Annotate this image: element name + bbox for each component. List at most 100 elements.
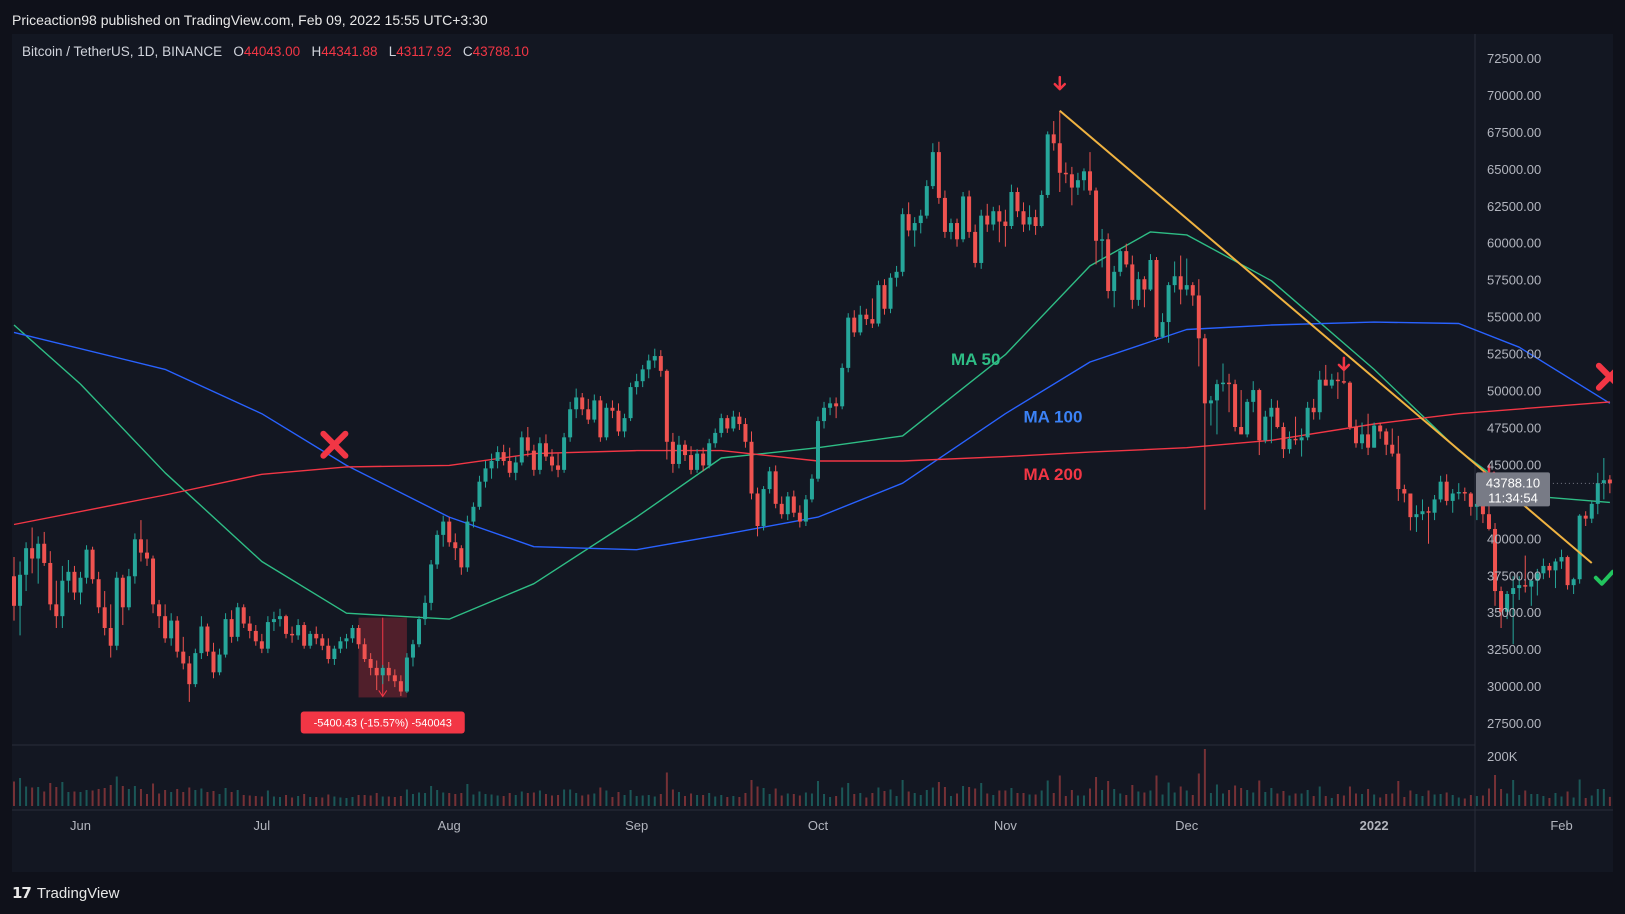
candle-body	[1511, 588, 1516, 594]
y-tick-label: 65000.00	[1487, 162, 1541, 177]
candle	[90, 546, 95, 584]
candle-body	[229, 619, 234, 637]
low-label: L	[388, 44, 397, 59]
candle	[350, 625, 355, 643]
volume-bar	[1336, 794, 1339, 806]
volume-bar	[1348, 786, 1351, 806]
chart-panel[interactable]: -5400.43 (-15.57%) -540043 MA 50 MA 100 MA…	[12, 34, 1613, 872]
candle-body	[676, 444, 681, 464]
y-tick-label: 62500.00	[1487, 199, 1541, 214]
volume-bar	[1155, 775, 1158, 806]
volume-bar	[1306, 790, 1309, 806]
volume-bar	[218, 794, 221, 806]
candle-body	[1414, 514, 1419, 518]
candle-body	[1523, 585, 1528, 587]
candle	[247, 616, 252, 639]
candle	[1148, 254, 1153, 292]
candle	[670, 432, 675, 473]
candle-body	[102, 607, 107, 628]
candle	[1166, 282, 1171, 343]
candle-body	[1317, 379, 1322, 413]
x-mark-icon	[320, 430, 349, 459]
candle-body	[1045, 134, 1050, 195]
candle-body	[1335, 379, 1340, 382]
candle	[12, 557, 16, 621]
candle	[1583, 511, 1588, 527]
candle-body	[900, 214, 905, 272]
volume-bar	[1421, 796, 1424, 806]
candle	[906, 202, 911, 237]
candle-body	[380, 667, 385, 676]
volume-bar	[587, 794, 590, 806]
volume-bar	[176, 789, 179, 806]
volume-bar	[599, 787, 602, 806]
volume-bar	[411, 794, 414, 806]
volume-bar	[73, 791, 76, 806]
candle	[338, 636, 343, 654]
volume-bar	[224, 788, 227, 806]
volume-bar	[466, 784, 469, 806]
candle-body	[1529, 580, 1534, 587]
volume-bar	[1270, 788, 1273, 806]
candle-body	[1257, 390, 1262, 441]
candle-body	[1130, 264, 1135, 300]
candle-body	[513, 462, 518, 473]
candle-body	[290, 633, 295, 636]
volume-bar	[194, 790, 197, 806]
candle-body	[362, 644, 367, 660]
candle	[1378, 422, 1383, 439]
candle	[144, 539, 149, 566]
tradingview-brand[interactable]: 𝟭𝟳 TradingView	[12, 884, 119, 903]
candle	[1444, 474, 1449, 506]
volume-bar	[774, 788, 777, 806]
volume-bar	[1203, 749, 1206, 806]
volume-bar	[490, 794, 493, 806]
candle	[326, 638, 331, 664]
y-tick-label: 70000.00	[1487, 88, 1541, 103]
candle-body	[1305, 407, 1310, 438]
ma-line	[13, 401, 1610, 526]
candle	[1517, 576, 1522, 600]
candle-body	[1577, 515, 1582, 580]
candle-body	[658, 356, 663, 371]
volume-bar	[1252, 792, 1255, 806]
volume-bar	[460, 793, 463, 806]
volume-bar	[690, 793, 693, 806]
candle	[253, 625, 258, 646]
candle-body	[120, 577, 125, 608]
candle-body	[858, 314, 863, 333]
candle-body	[1360, 434, 1365, 444]
volume-bar	[1300, 793, 1303, 806]
volume-bar	[617, 792, 620, 806]
volume-bar	[1197, 773, 1200, 806]
volume-bar	[1095, 777, 1098, 806]
candle	[362, 638, 367, 662]
x-tick-label: Nov	[994, 818, 1018, 833]
volume-bar	[1487, 788, 1490, 806]
candle	[592, 394, 597, 423]
candle	[96, 571, 101, 614]
candle	[1251, 381, 1256, 413]
volume-bar	[1391, 793, 1394, 806]
volume-bar	[702, 795, 705, 806]
candle-body	[1571, 579, 1576, 586]
candle	[1493, 523, 1498, 606]
y-tick-label: 32500.00	[1487, 642, 1541, 657]
candle	[604, 403, 609, 441]
candle	[664, 369, 669, 460]
candle-body	[1390, 444, 1395, 454]
candle	[1051, 121, 1056, 151]
candle-body	[1245, 401, 1250, 435]
candle-body	[725, 418, 730, 429]
volume-bar	[484, 794, 487, 806]
candle-body	[1372, 425, 1377, 448]
volume-bar	[575, 793, 578, 806]
y-tick-label: 55000.00	[1487, 310, 1541, 325]
candle-body	[1408, 493, 1413, 518]
candle	[870, 298, 875, 328]
candle-body	[864, 314, 869, 320]
candle	[429, 560, 434, 611]
candle-body	[12, 576, 16, 606]
candle	[489, 453, 494, 479]
